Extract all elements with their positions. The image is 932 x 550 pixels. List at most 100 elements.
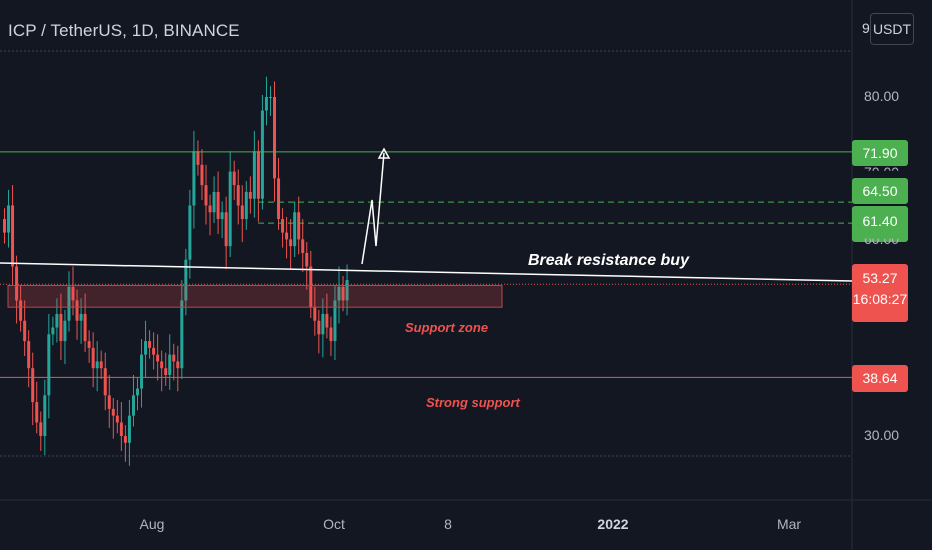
time-tick-oct: Oct (323, 516, 345, 532)
candle-body (39, 422, 43, 436)
bar-countdown: 16:08:27 (852, 291, 908, 307)
candle-body (23, 320, 27, 342)
candle-body (256, 151, 260, 199)
candlesticks (3, 76, 349, 466)
candle-body (164, 368, 168, 375)
candle-body (341, 286, 345, 301)
hidden-tick-70: 70.00 (864, 164, 900, 180)
current-price: 53.27 (862, 270, 898, 286)
candle-body (7, 205, 11, 233)
candle-body (111, 408, 115, 416)
candle-body (87, 341, 91, 348)
price-tick-80: 80.00 (864, 88, 900, 104)
candle-body (63, 320, 67, 342)
candle-body (273, 97, 277, 179)
candle-body (228, 171, 232, 247)
candle-body (248, 191, 252, 199)
support-zone-label: Support zone (405, 320, 489, 335)
candle-body (196, 151, 200, 165)
candle-body (91, 347, 95, 369)
candle-body (95, 361, 99, 369)
candle-body (321, 313, 325, 335)
candle-body (313, 307, 317, 321)
hidden-tick-60: 60.00 (864, 231, 900, 247)
drawings (0, 147, 853, 282)
candle-body (281, 219, 285, 233)
candle-body (152, 347, 156, 355)
candle-body (75, 300, 79, 321)
candle-body (268, 97, 272, 98)
candle-body (220, 212, 224, 220)
candle-body (140, 354, 144, 389)
candle-body (289, 239, 293, 247)
candle-body (135, 388, 139, 396)
candle-body (329, 327, 333, 342)
candle-body (192, 151, 196, 206)
candle-body (264, 97, 268, 111)
candle-body (3, 219, 6, 233)
candle-body (115, 415, 119, 423)
price-label-64-50: 64.50 (852, 178, 908, 204)
candle-body (43, 395, 47, 436)
support-zone-box (7, 284, 503, 308)
price-tick-30: 30.00 (864, 427, 900, 443)
candle-body (317, 320, 321, 335)
candle-body (176, 361, 180, 369)
candle-body (35, 402, 39, 423)
candle-body (333, 300, 337, 342)
candle-body (168, 354, 172, 375)
candle-body (123, 436, 127, 443)
candle-body (309, 266, 313, 308)
candle-body (172, 354, 176, 362)
time-tick-mar: Mar (776, 516, 802, 532)
candle-body (236, 185, 240, 206)
break-resistance-label: Break resistance buy (528, 252, 689, 269)
candle-body (232, 171, 236, 186)
candle-body (285, 232, 289, 240)
candle-body (107, 395, 111, 409)
candle-body (99, 361, 103, 369)
candle-body (83, 313, 87, 342)
candle-body (119, 422, 123, 436)
candle-body (305, 252, 309, 267)
currency-partial: 9 (862, 20, 870, 36)
candle-body (184, 259, 188, 301)
candle-body (252, 151, 256, 199)
projection-arrowhead (377, 147, 391, 159)
candle-body (131, 395, 135, 416)
candle-body (240, 205, 244, 220)
candle-body (19, 300, 23, 321)
candle-body (208, 205, 212, 213)
candle-body (337, 286, 341, 301)
time-tick-aug: Aug (139, 516, 165, 532)
candle-body (260, 110, 264, 199)
candle-body (47, 334, 51, 396)
candle-body (11, 205, 15, 267)
candle-body (212, 191, 216, 213)
candle-body (67, 286, 71, 321)
current-price-label: 53.27 16:08:27 (852, 264, 908, 322)
candle-body (216, 191, 220, 220)
candle-body (160, 361, 164, 369)
candle-body (224, 212, 228, 247)
price-label-38-64: 38.64 (852, 365, 908, 392)
price-label-61-40: 61.40 (852, 206, 908, 242)
candle-body (180, 300, 184, 369)
candle-body (293, 212, 297, 247)
candle-body (31, 368, 35, 403)
candle-body (71, 286, 75, 301)
candle-body (27, 341, 31, 369)
time-tick-2022: 2022 (597, 516, 629, 532)
level-lines (0, 151, 852, 378)
candle-body (156, 354, 160, 362)
chart-title: ICP / TetherUS, 1D, BINANCE (8, 21, 240, 40)
strong-support-label: Strong support (426, 395, 520, 410)
candle-body (244, 191, 248, 220)
candle-body (59, 313, 63, 342)
projection-path (361, 152, 385, 265)
currency-button[interactable]: USDT (870, 13, 914, 45)
candle-body (297, 212, 301, 240)
